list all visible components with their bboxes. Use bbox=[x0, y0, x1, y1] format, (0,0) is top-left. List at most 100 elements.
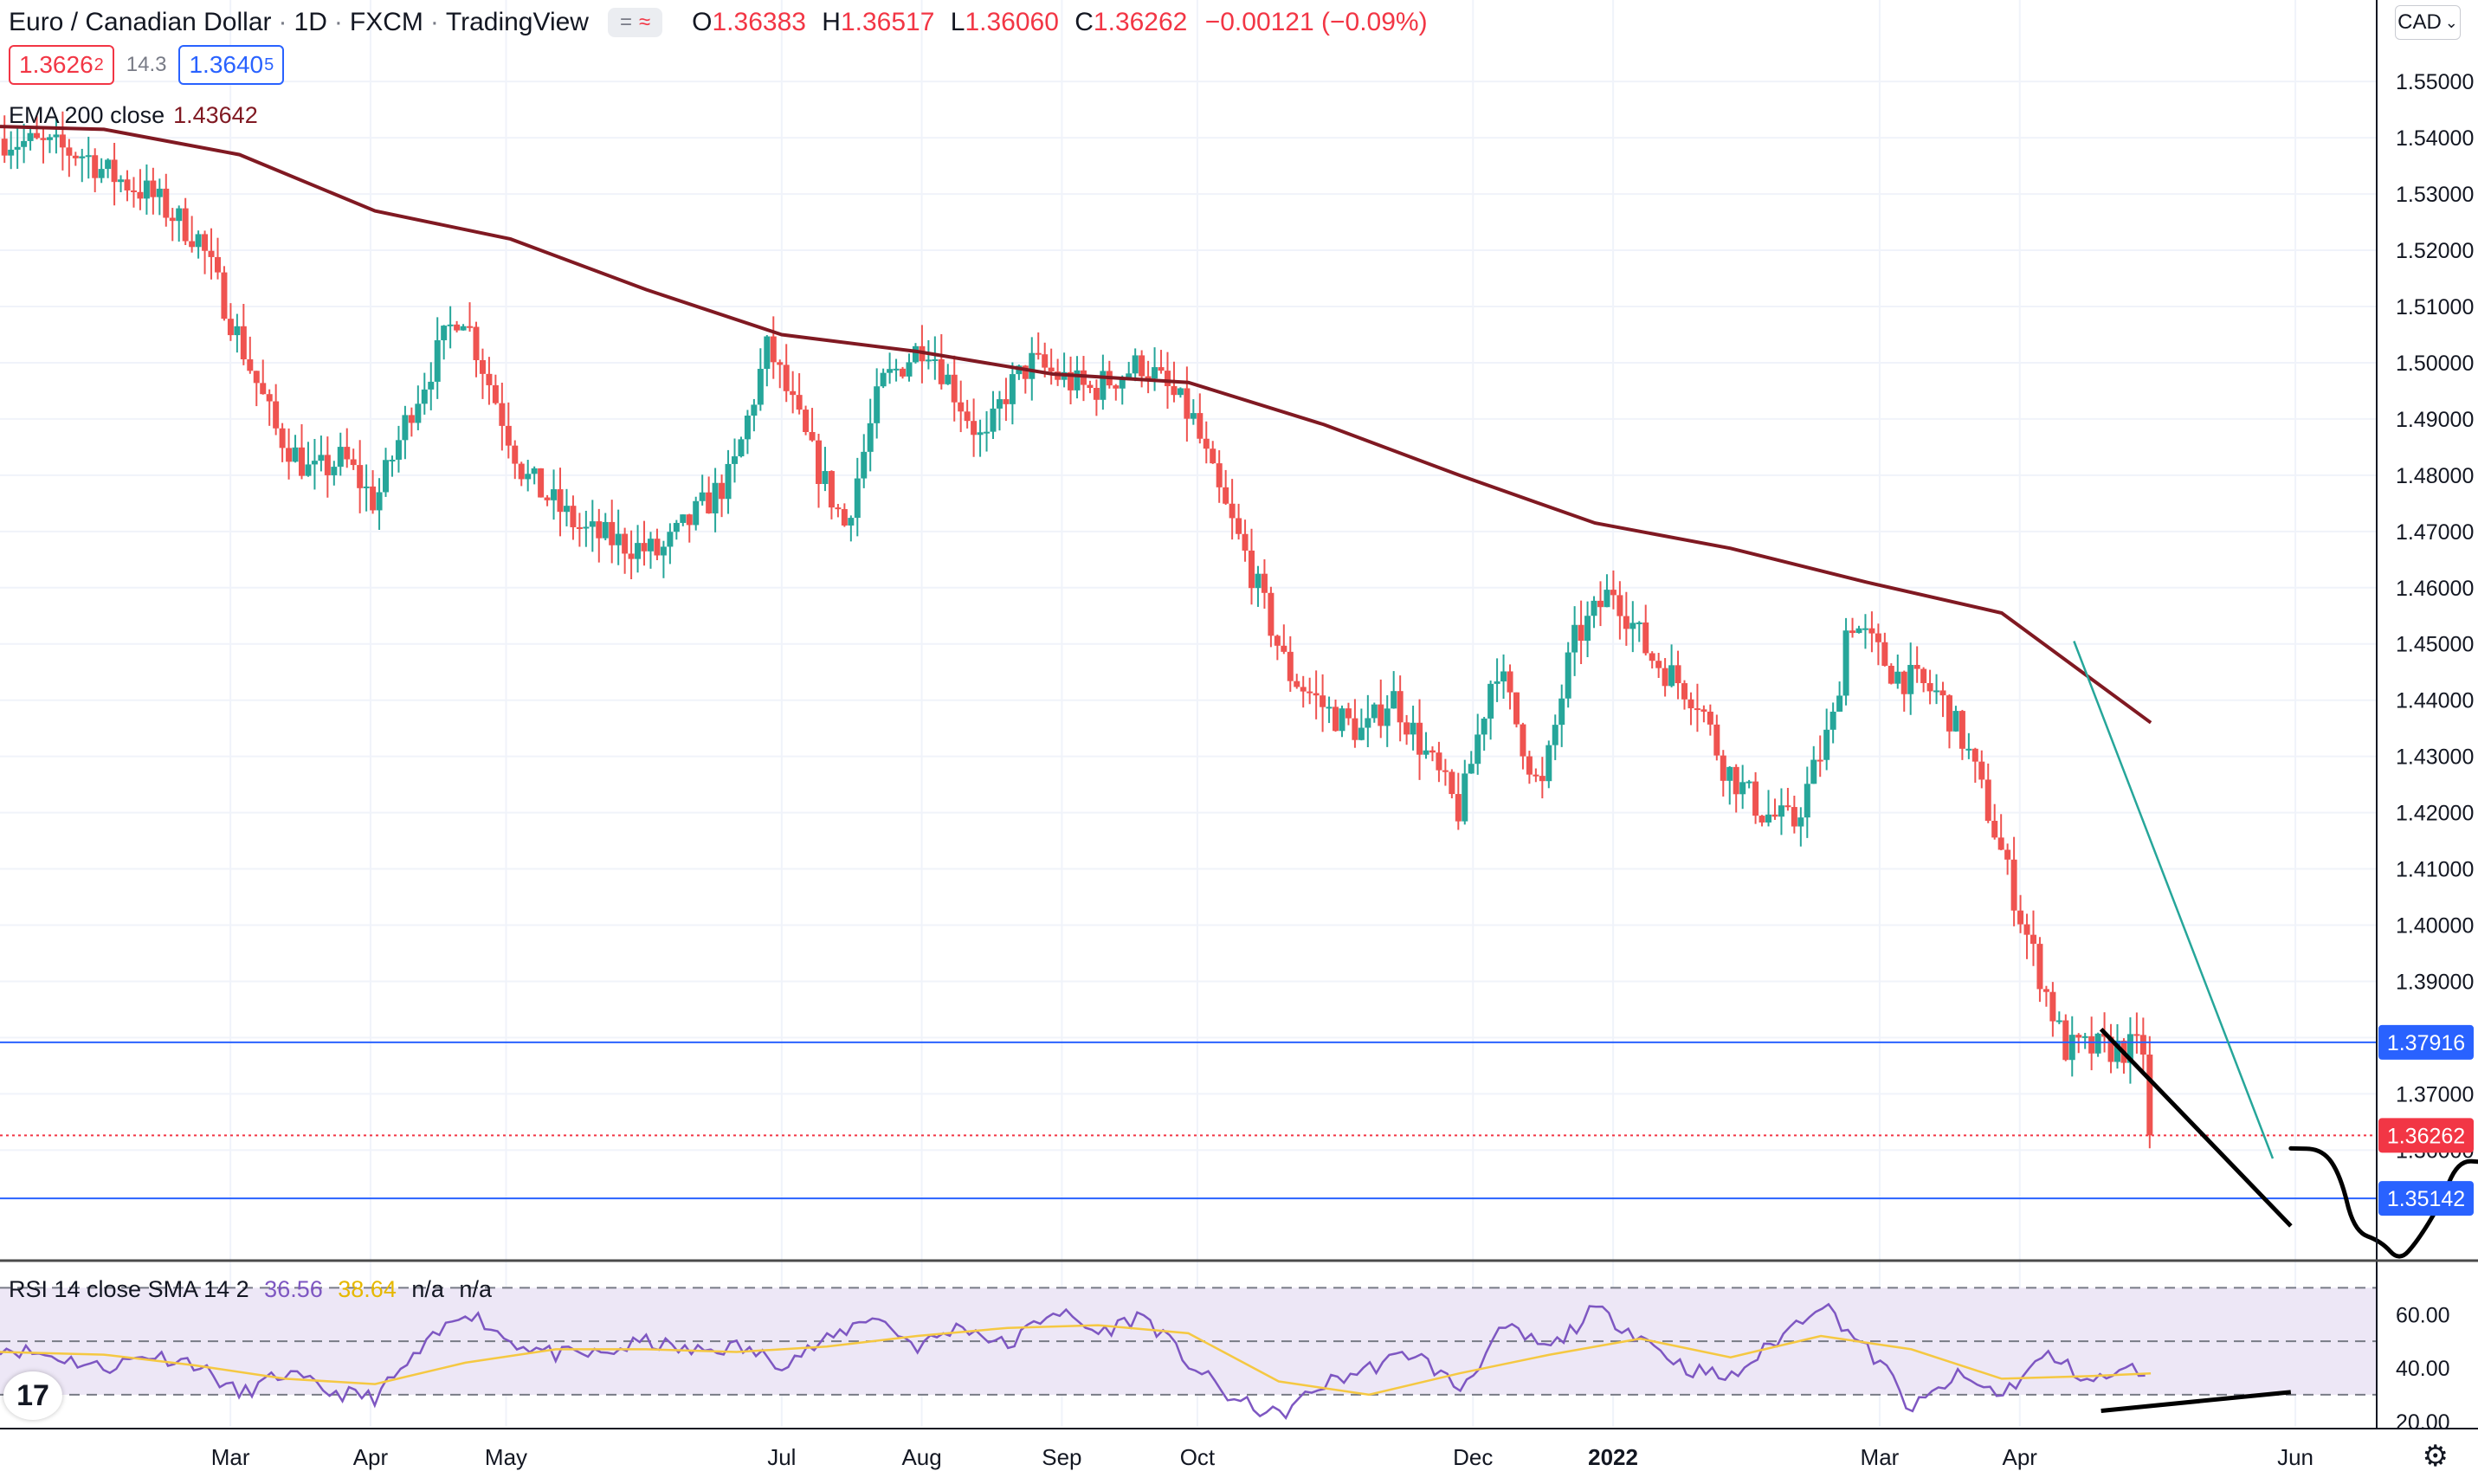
candle-body bbox=[1623, 616, 1629, 629]
candle-body bbox=[1913, 664, 1920, 669]
time-tick-label: Dec bbox=[1453, 1444, 1493, 1470]
rsi-support-line[interactable] bbox=[2100, 1390, 2292, 1413]
candle bbox=[2068, 1016, 2075, 1077]
currency-button[interactable]: CAD ⌄ bbox=[2395, 5, 2461, 40]
candle bbox=[809, 408, 816, 442]
candle bbox=[828, 470, 835, 519]
candle bbox=[1184, 366, 1191, 442]
candle bbox=[118, 175, 125, 193]
candle bbox=[1842, 617, 1849, 706]
candle bbox=[40, 126, 47, 164]
symbol-title[interactable]: Euro / Canadian Dollar bbox=[9, 8, 272, 36]
candle bbox=[880, 368, 887, 389]
candle bbox=[557, 468, 564, 537]
candle-body bbox=[1500, 671, 1507, 682]
candle bbox=[538, 468, 545, 498]
candle bbox=[1236, 503, 1242, 540]
horizontal-lines[interactable] bbox=[0, 1041, 2377, 1200]
candle bbox=[1404, 714, 1410, 745]
candle bbox=[79, 148, 86, 183]
candle-body bbox=[1048, 367, 1055, 372]
candle-body bbox=[408, 415, 415, 423]
candle bbox=[2042, 985, 2049, 1007]
candles bbox=[1, 111, 2153, 1149]
candle-body bbox=[1681, 683, 1688, 700]
candle bbox=[531, 466, 538, 485]
candle-body bbox=[421, 389, 428, 404]
candle bbox=[790, 371, 797, 414]
candle bbox=[1933, 674, 1940, 705]
candle-body bbox=[589, 521, 596, 527]
candle-body bbox=[434, 339, 441, 382]
candle bbox=[2139, 1017, 2146, 1074]
candle bbox=[835, 503, 842, 518]
rsi-legend[interactable]: RSI 14 close SMA 14 2 36.56 38.64 n/a n/… bbox=[9, 1276, 492, 1303]
tradingview-logo-icon[interactable]: 17 bbox=[3, 1371, 62, 1420]
candle-body bbox=[822, 471, 829, 485]
candle-body bbox=[1739, 782, 1746, 795]
time-tick-label: 2022 bbox=[1588, 1444, 1638, 1470]
buy-price-button[interactable]: 1.3640 5 bbox=[178, 45, 285, 85]
time-tick-label: Jun bbox=[2277, 1444, 2313, 1470]
candle bbox=[1617, 581, 1623, 640]
candle-body bbox=[1203, 438, 1210, 449]
candle-body bbox=[977, 432, 984, 436]
candle bbox=[1416, 699, 1423, 780]
candle bbox=[1565, 642, 1571, 708]
candle bbox=[2146, 1036, 2153, 1149]
candle bbox=[1700, 705, 1707, 723]
candle-body bbox=[803, 410, 810, 432]
candle bbox=[1068, 356, 1074, 405]
candle bbox=[111, 143, 118, 206]
source-label: FXCM bbox=[349, 8, 423, 36]
candle bbox=[137, 169, 144, 210]
candle-body bbox=[531, 468, 538, 474]
high-label: H bbox=[822, 8, 841, 36]
candle-body bbox=[1022, 365, 1029, 379]
sell-price-button[interactable]: 1.3626 2 bbox=[9, 45, 114, 85]
support-line[interactable] bbox=[2099, 1027, 2293, 1228]
candle bbox=[628, 530, 635, 580]
candle bbox=[719, 474, 726, 518]
candle bbox=[1939, 681, 1946, 718]
candle-body bbox=[1629, 623, 1636, 629]
candle-body bbox=[1791, 807, 1797, 827]
candle-body bbox=[1752, 781, 1759, 816]
interval-label[interactable]: 1D bbox=[294, 8, 327, 36]
candle-body bbox=[518, 463, 525, 480]
projection-path[interactable] bbox=[2288, 1028, 2478, 1259]
candle-body bbox=[1829, 711, 1836, 730]
candle-body bbox=[525, 474, 532, 480]
gear-icon[interactable]: ⚙ bbox=[2422, 1440, 2449, 1473]
candle bbox=[589, 500, 596, 552]
candle bbox=[1971, 747, 1978, 784]
compare-pill[interactable]: = ≈ bbox=[607, 8, 663, 37]
candle bbox=[2081, 1032, 2088, 1049]
candle-body bbox=[72, 155, 79, 158]
candle bbox=[1946, 694, 1952, 749]
candle-body bbox=[286, 448, 293, 462]
candle-body bbox=[1416, 722, 1423, 755]
time-tick-label: Oct bbox=[1180, 1444, 1216, 1470]
candle bbox=[609, 500, 616, 564]
rsi-na-1: n/a bbox=[411, 1276, 444, 1302]
ema-legend[interactable]: EMA 200 close 1.43642 bbox=[9, 102, 258, 129]
trend-line[interactable] bbox=[2073, 641, 2275, 1159]
candle-body bbox=[2017, 910, 2024, 925]
candle bbox=[1733, 764, 1739, 813]
candle-body bbox=[1539, 776, 1546, 782]
last-price-tag-text: 1.36262 bbox=[2387, 1124, 2465, 1148]
candle bbox=[454, 320, 461, 332]
time-tick-label: Sep bbox=[1042, 1444, 1081, 1470]
candle-body bbox=[764, 336, 771, 369]
drawings[interactable] bbox=[2073, 641, 2478, 1259]
candle bbox=[1436, 741, 1442, 783]
candle-body bbox=[473, 326, 480, 360]
candle bbox=[1190, 399, 1197, 425]
candle-body bbox=[1687, 699, 1694, 709]
candle bbox=[751, 398, 758, 432]
candle-body bbox=[1933, 690, 1940, 693]
candle-body bbox=[1675, 665, 1681, 684]
candle bbox=[615, 509, 622, 565]
